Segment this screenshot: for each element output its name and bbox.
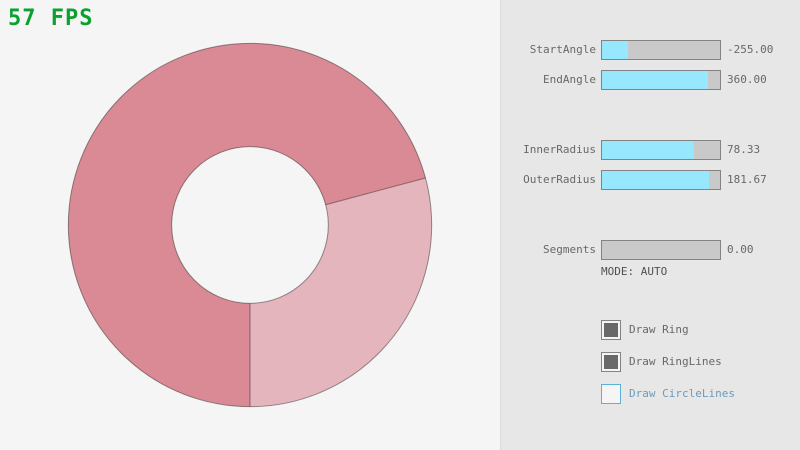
slider-value-segments: 0.00 — [727, 243, 754, 256]
ring-sector — [250, 177, 432, 407]
slider-outerradius[interactable] — [601, 170, 721, 190]
slider-value-outerradius: 181.67 — [727, 173, 767, 186]
slider-fill-innerradius — [602, 141, 695, 159]
checkbox-label-draw-ringlines: Draw RingLines — [629, 355, 722, 368]
slider-fill-endangle — [602, 71, 709, 89]
checkbox-label-draw-circlelines: Draw CircleLines — [629, 387, 735, 400]
slider-innerradius[interactable] — [601, 140, 721, 160]
checkbox-row-draw-circlelines: Draw CircleLines — [601, 384, 800, 404]
slider-label-innerradius: InnerRadius — [523, 143, 596, 156]
ring-radial-line — [325, 177, 426, 206]
ring-sector — [68, 43, 426, 407]
control-panel: StartAngle -255.00 EndAngle 360.00 Inner… — [500, 0, 800, 450]
ring-outer-outline — [67, 42, 433, 408]
checkbox-row-draw-ring: Draw Ring — [601, 320, 800, 340]
checkbox-draw-ring[interactable] — [601, 320, 621, 340]
checkbox-draw-ringlines[interactable] — [601, 352, 621, 372]
mode-label: MODE: AUTO — [601, 265, 668, 278]
slider-row-outerradius: OuterRadius 181.67 — [501, 170, 800, 190]
checkbox-row-draw-ringlines: Draw RingLines — [601, 352, 800, 372]
slider-row-innerradius: InnerRadius 78.33 — [501, 140, 800, 160]
ring-inner-outline — [171, 146, 329, 304]
slider-row-startangle: StartAngle -255.00 — [501, 40, 800, 60]
slider-fill-startangle — [602, 41, 628, 59]
slider-value-innerradius: 78.33 — [727, 143, 761, 156]
slider-segments[interactable] — [601, 240, 721, 260]
slider-label-outerradius: OuterRadius — [523, 173, 596, 186]
slider-label-endangle: EndAngle — [543, 73, 596, 86]
slider-endangle[interactable] — [601, 70, 721, 90]
checkbox-draw-circlelines[interactable] — [601, 384, 621, 404]
slider-fill-outerradius — [602, 171, 710, 189]
slider-value-startangle: -255.00 — [727, 43, 774, 56]
slider-label-startangle: StartAngle — [529, 43, 596, 56]
fps-counter: 57 FPS — [8, 6, 94, 31]
checkbox-label-draw-ring: Draw Ring — [629, 323, 689, 336]
slider-row-endangle: EndAngle 360.00 — [501, 70, 800, 90]
slider-label-segments: Segments — [543, 243, 596, 256]
slider-startangle[interactable] — [601, 40, 721, 60]
slider-row-segments: Segments 0.00 — [501, 240, 800, 260]
slider-value-endangle: 360.00 — [727, 73, 767, 86]
